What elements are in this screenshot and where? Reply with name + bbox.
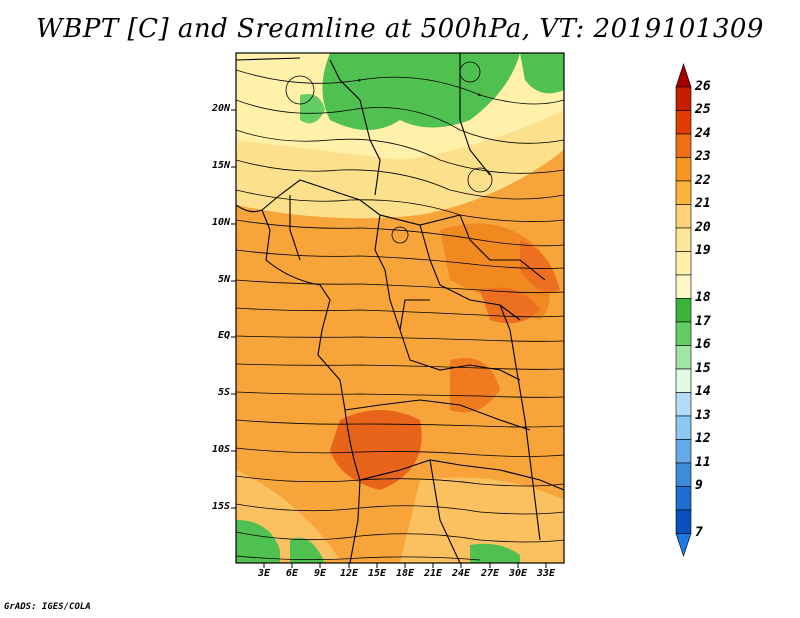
lon-label: 18E (395, 568, 415, 579)
colorbar-label: 19 (695, 243, 711, 258)
lat-label: 5N (217, 274, 230, 285)
colorbar-label: 23 (695, 149, 711, 164)
colorbar-label: 21 (695, 196, 711, 211)
lat-label: 15S (211, 501, 230, 512)
colorbar-label: 15 (695, 361, 711, 376)
colorbar-label: 26 (695, 79, 711, 94)
lon-label: 21E (423, 568, 443, 579)
lat-label: 20N (211, 103, 230, 114)
colorbar-label: 25 (695, 102, 711, 117)
colorbar-label: 11 (695, 455, 711, 470)
credit-text: GrADS: IGES/COLA (4, 602, 91, 612)
lon-label: 30E (508, 568, 528, 579)
page-title: WBPT [C] and Sreamline at 500hPa, VT: 20… (36, 14, 764, 44)
lat-label: 15N (211, 160, 230, 171)
lon-label: 12E (339, 568, 359, 579)
lon-label: 9E (313, 568, 327, 579)
lon-label: 6E (285, 568, 299, 579)
colorbar-label: 16 (695, 337, 711, 352)
lat-label: 10S (211, 444, 230, 455)
colorbar (675, 63, 692, 557)
lat-label: EQ (217, 330, 230, 341)
colorbar-label: 17 (695, 314, 711, 329)
lon-label: 3E (257, 568, 271, 579)
lon-label: 24E (451, 568, 471, 579)
lat-label: 5S (217, 387, 230, 398)
lon-label: 27E (480, 568, 500, 579)
colorbar-label: 9 (695, 478, 703, 493)
colorbar-label: 24 (695, 126, 711, 141)
colorbar-label: 13 (695, 408, 711, 423)
lon-label: 15E (367, 568, 387, 579)
lat-label: 10N (211, 217, 230, 228)
colorbar-label: 14 (695, 384, 711, 399)
colorbar-label: 18 (695, 290, 711, 305)
colorbar-label: 12 (695, 431, 711, 446)
lon-label: 33E (536, 568, 556, 579)
temperature-field (236, 53, 564, 563)
colorbar-label: 7 (695, 525, 703, 540)
colorbar-label: 22 (695, 173, 711, 188)
colorbar-label: 20 (695, 220, 711, 235)
map-frame (235, 52, 565, 564)
